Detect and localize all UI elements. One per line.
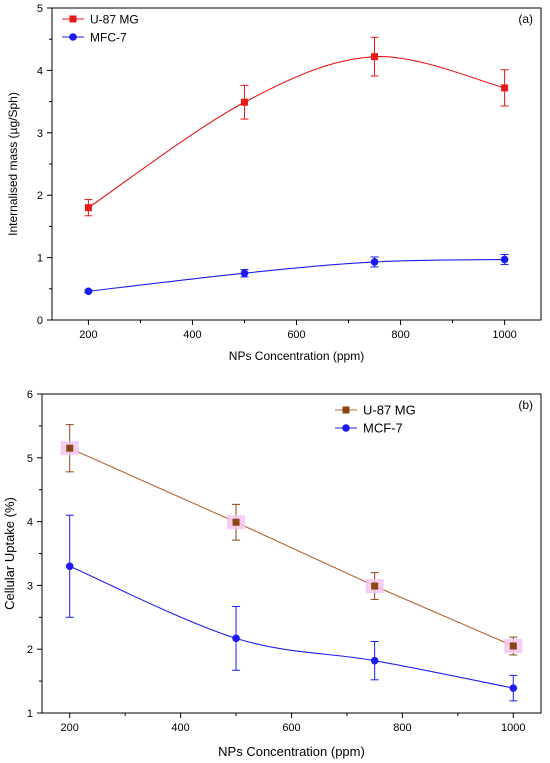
y-tick-label: 2 bbox=[27, 644, 33, 656]
panel-a-chart: 200 400 600 800 1000 0 1 2 3 4 5 NPs Concentration … bbox=[6, 3, 542, 363]
x-tick-label: 600 bbox=[282, 722, 300, 734]
x-tick-label: 800 bbox=[393, 722, 411, 734]
legend-label: MFC-7 bbox=[90, 31, 127, 45]
data-point-square bbox=[371, 53, 379, 61]
y-axis-title: Internalised mass (µg/Sph) bbox=[6, 92, 20, 236]
data-point-square bbox=[509, 642, 517, 650]
legend-label: U-87 MG bbox=[90, 13, 139, 27]
data-point-circle bbox=[232, 634, 240, 643]
plot-frame bbox=[41, 393, 542, 714]
legend-label: MCF-7 bbox=[363, 421, 403, 436]
data-point-square bbox=[232, 518, 240, 526]
data-point-circle bbox=[370, 258, 379, 266]
y-tick-label: 1 bbox=[37, 253, 43, 265]
x-tick-label: 200 bbox=[79, 329, 97, 341]
data-point-circle bbox=[500, 255, 509, 264]
x-tick-label: 600 bbox=[287, 329, 305, 341]
series-line-0 bbox=[69, 447, 514, 647]
x-tick-label: 800 bbox=[391, 329, 409, 341]
data-point-circle bbox=[65, 562, 74, 571]
data-point-circle bbox=[509, 684, 518, 692]
panel-label: (a) bbox=[518, 12, 533, 26]
y-tick-label: 4 bbox=[37, 65, 43, 77]
y-tick-label: 5 bbox=[37, 3, 43, 15]
data-point-circle bbox=[84, 287, 93, 296]
y-tick-label: 3 bbox=[27, 580, 33, 592]
panel-label: (b) bbox=[518, 398, 533, 412]
series-line-1 bbox=[69, 565, 514, 689]
data-point-circle bbox=[370, 656, 379, 665]
data-point-square bbox=[501, 84, 509, 92]
y-tick-label: 6 bbox=[27, 389, 33, 401]
legend-marker-circle bbox=[342, 424, 350, 432]
data-point-square bbox=[84, 204, 92, 212]
data-point-circle bbox=[240, 269, 249, 278]
legend-marker-square bbox=[342, 406, 350, 414]
data-point-square bbox=[371, 582, 379, 590]
series-line-0 bbox=[88, 56, 505, 209]
x-tick-label: 200 bbox=[61, 722, 79, 734]
x-tick-label: 400 bbox=[183, 329, 201, 341]
plot-frame bbox=[51, 7, 542, 321]
data-point-square bbox=[240, 98, 248, 106]
y-tick-label: 4 bbox=[27, 517, 33, 529]
x-axis-title: NPs Concentration (ppm) bbox=[218, 744, 365, 759]
legend-marker-square bbox=[69, 15, 77, 23]
legend-label: U-87 MG bbox=[363, 403, 416, 418]
y-tick-label: 1 bbox=[27, 708, 33, 720]
x-tick-label: 1000 bbox=[501, 722, 525, 734]
x-tick-label: 400 bbox=[171, 722, 189, 734]
data-point-square bbox=[66, 444, 74, 452]
y-tick-label: 3 bbox=[37, 128, 43, 140]
panel-b-chart: 200 400 600 800 1000 1 2 3 4 5 6 NPs Concentration … bbox=[2, 389, 542, 759]
y-tick-label: 2 bbox=[37, 190, 43, 202]
y-tick-label: 5 bbox=[27, 453, 33, 465]
y-tick-label: 0 bbox=[37, 315, 43, 327]
series-line-1 bbox=[88, 258, 505, 292]
legend-marker-circle bbox=[69, 33, 77, 41]
y-axis-title: Cellular Uptake (%) bbox=[2, 497, 17, 610]
x-tick-label: 1000 bbox=[492, 329, 516, 341]
x-axis-title: NPs Concentration (ppm) bbox=[229, 349, 364, 363]
